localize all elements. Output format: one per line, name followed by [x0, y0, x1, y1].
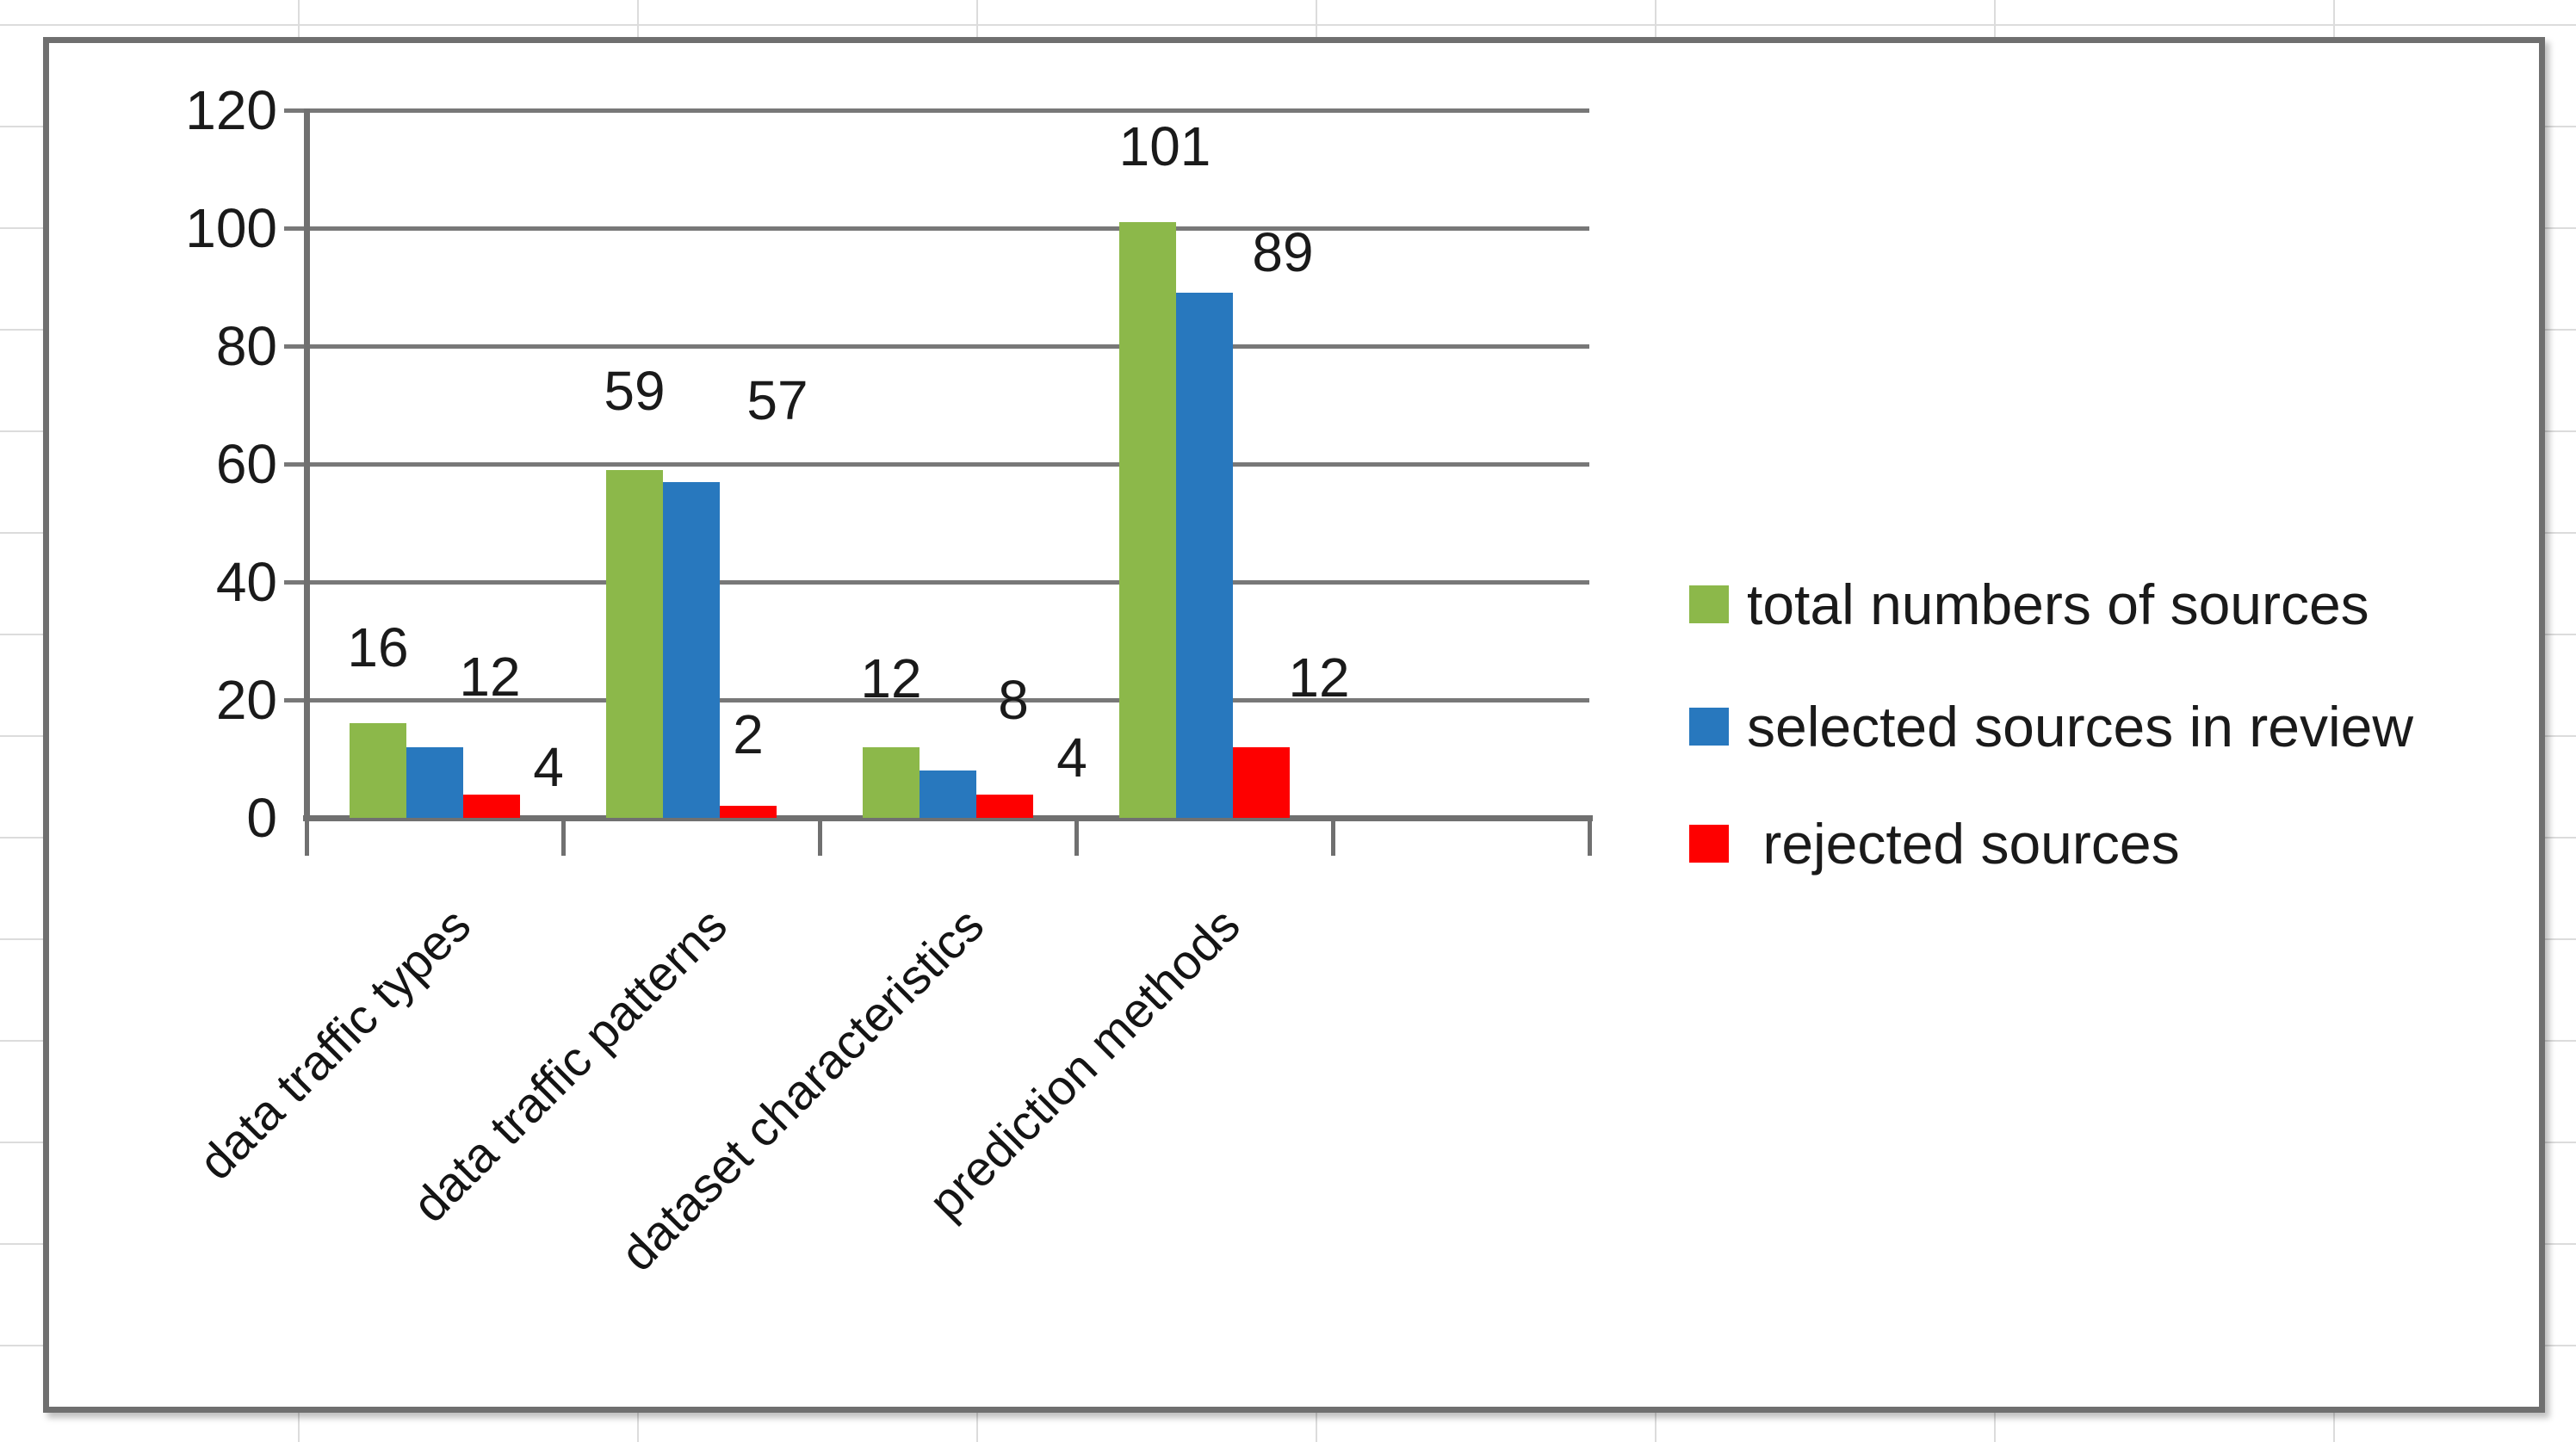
bar-value-label: 2	[733, 703, 764, 766]
gridline	[284, 226, 1589, 231]
y-axis-tick-label: 40	[215, 551, 277, 613]
y-axis-tick-label: 20	[215, 669, 277, 731]
bar-value-label: 101	[1118, 115, 1211, 178]
y-axis-line	[304, 108, 310, 821]
legend-label-selected-sources: selected sources in review	[1747, 695, 2414, 758]
bar-value-label: 57	[746, 368, 808, 431]
gridline	[284, 344, 1589, 349]
y-axis-tick-label: 100	[185, 197, 277, 259]
gridline	[284, 108, 1589, 113]
bar	[976, 794, 1033, 818]
bar-value-label: 12	[860, 647, 922, 709]
legend-item-total-sources: total numbers of sources	[1689, 570, 2369, 639]
bar	[350, 723, 406, 818]
gridline	[284, 698, 1589, 702]
bar	[920, 771, 976, 818]
x-axis-line	[303, 815, 1593, 821]
y-axis-tick-label: 120	[185, 79, 277, 141]
gridline	[284, 580, 1589, 585]
bar-value-label: 4	[1056, 726, 1087, 789]
bar-value-label: 4	[533, 735, 564, 798]
x-axis-tick	[1331, 815, 1335, 856]
legend-label-rejected-sources: rejected sources	[1747, 812, 2180, 876]
bar	[720, 806, 777, 818]
bar	[606, 469, 663, 818]
bar-value-label: 12	[1288, 646, 1350, 709]
x-axis-tick	[818, 815, 822, 856]
legend-label-total-sources: total numbers of sources	[1747, 572, 2369, 636]
y-axis-tick-label: 60	[215, 433, 277, 495]
legend-swatch-green	[1689, 585, 1729, 623]
x-axis-tick	[561, 815, 566, 856]
y-axis-tick-label: 80	[215, 315, 277, 377]
x-axis-tick	[1588, 815, 1592, 856]
category-label: data traffic types	[188, 897, 481, 1191]
x-axis-tick	[1074, 815, 1079, 856]
x-axis-tick	[305, 815, 309, 856]
legend-swatch-red	[1689, 825, 1729, 863]
legend-item-selected-sources: selected sources in review	[1689, 692, 2413, 761]
legend-swatch-blue	[1689, 708, 1729, 746]
gridline	[284, 462, 1589, 467]
bar	[1176, 293, 1233, 818]
bar-value-label: 8	[998, 669, 1029, 732]
bar-value-label: 12	[459, 645, 521, 708]
bar	[863, 746, 920, 818]
bar	[1233, 746, 1290, 818]
legend-item-rejected-sources: rejected sources	[1689, 809, 2180, 878]
bar	[663, 481, 720, 818]
bar-value-label: 89	[1252, 221, 1314, 284]
bar	[463, 794, 520, 818]
bar-value-label: 16	[347, 616, 409, 679]
chart-frame	[43, 37, 2545, 1413]
bar	[1119, 222, 1176, 818]
bar-value-label: 59	[604, 359, 666, 422]
bar	[406, 746, 463, 818]
y-axis-tick-label: 0	[246, 787, 277, 849]
